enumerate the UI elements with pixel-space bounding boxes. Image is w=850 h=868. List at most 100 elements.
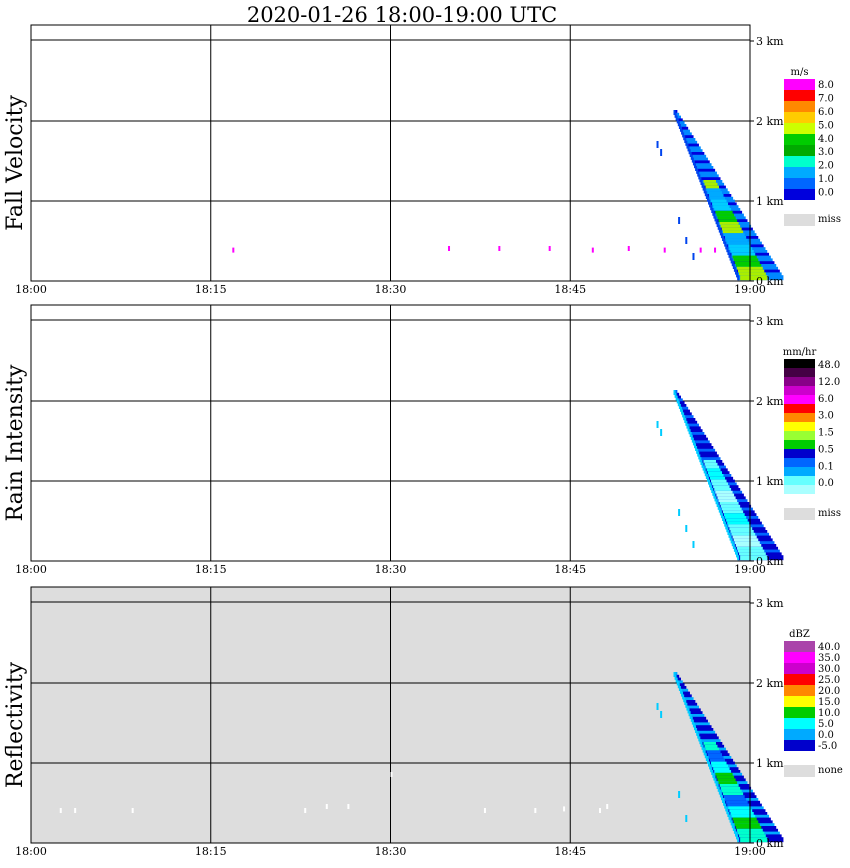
streak-cell [725, 516, 747, 521]
streak-edge [737, 837, 740, 843]
streak-cell [693, 160, 710, 166]
streak-edge [697, 171, 700, 177]
streak-cell [714, 770, 732, 775]
streak-cell [678, 401, 685, 407]
streak-edge [709, 764, 712, 770]
y-axis-title: Fall Velocity [3, 95, 28, 231]
streak-edge [711, 208, 714, 213]
x-tick-label: 18:00 [15, 845, 47, 858]
streak-edge [687, 426, 690, 432]
legend-swatch [784, 467, 815, 476]
x-tick-label: 18:45 [554, 283, 586, 296]
streak-cell [703, 180, 716, 185]
streak-edge [688, 149, 691, 155]
streak-cell [714, 488, 732, 493]
legend-label: 15.0 [818, 697, 840, 708]
echo-speck [685, 237, 688, 244]
streak-cell [730, 812, 754, 817]
streak-cell [730, 530, 754, 535]
legend-label: 0.0 [818, 478, 834, 489]
streak-cell [720, 786, 741, 792]
legend-swatch [784, 145, 815, 156]
precip-streak [673, 110, 784, 281]
streak-edge [698, 454, 701, 460]
streak-edge [699, 177, 702, 183]
streak-cell [700, 457, 721, 463]
y-tick-label: 0 km [756, 837, 784, 850]
streak-cell [728, 244, 751, 250]
y-axis-title: Reflectivity [3, 661, 28, 788]
streak-cell [731, 814, 756, 820]
panel-rain-intensity: 18:00 18:15 18:30 18:45 19:000 km 1 km 2 km 3 k… [3, 304, 841, 576]
streak-edge [693, 725, 696, 731]
streak-edge [723, 800, 726, 806]
legend-swatch [784, 112, 815, 123]
streak-cell [715, 772, 733, 778]
streak-cell [690, 714, 705, 719]
streak-cell [689, 711, 703, 717]
echo-speck [656, 703, 659, 710]
legend-swatch [784, 431, 815, 440]
x-tick-label: 18:30 [375, 845, 407, 858]
streak-cell [718, 219, 738, 225]
streak-cell [721, 227, 742, 233]
streak-edge [679, 406, 682, 412]
streak-edge [678, 686, 681, 691]
panels: 18:00 18:15 18:30 18:45 19:000 km1 km2 km3 k… [3, 24, 843, 858]
echo-speck [699, 247, 702, 253]
legend-swatch [784, 377, 815, 386]
streak-edge [733, 266, 736, 272]
streak-cell [720, 224, 741, 230]
streak-edge [711, 770, 714, 775]
streak-edge [722, 798, 725, 803]
streak-cell [699, 174, 719, 180]
streak-edge [711, 488, 714, 493]
echo-speck [714, 247, 717, 253]
echo-speck [304, 808, 307, 813]
streak-edge [736, 272, 739, 278]
legend-label: 4.0 [818, 134, 834, 145]
streak-edge [706, 196, 709, 202]
streak-cell [720, 504, 741, 510]
streak-cell [674, 110, 678, 115]
streak-edge [732, 826, 735, 831]
streak-cell [725, 798, 747, 803]
streak-edge [712, 772, 715, 778]
legend-swatch [784, 386, 815, 395]
streak-edge [714, 496, 717, 502]
y-tick-label: 3 km [756, 597, 784, 610]
legend-swatch [784, 652, 815, 663]
streak-cell [679, 404, 687, 409]
legend-label: 40.0 [818, 642, 840, 653]
streak-edge [708, 479, 711, 485]
streak-cell [676, 115, 681, 121]
legend-swatch [784, 740, 815, 751]
legend-miss-label: miss [818, 214, 841, 225]
legend-swatch [784, 79, 815, 90]
streak-edge [709, 482, 712, 488]
echo-speck [591, 247, 594, 253]
streak-edge [689, 714, 692, 719]
x-tick-label: 18:00 [15, 563, 47, 576]
legend-miss-swatch [784, 508, 815, 520]
streak-cell [688, 708, 701, 714]
streak-edge [724, 241, 727, 247]
streak-cell [709, 476, 726, 482]
streak-cell [679, 124, 687, 129]
legend-miss-label: miss [818, 508, 841, 519]
streak-edge [691, 437, 694, 443]
legend-miss-label: none [818, 765, 843, 776]
streak-edge [732, 544, 735, 549]
streak-edge [727, 530, 730, 535]
streak-edge [715, 219, 718, 225]
echo-speck [59, 808, 62, 813]
streak-cell [709, 758, 726, 764]
streak-edge [701, 462, 704, 468]
streak-cell [690, 152, 705, 157]
plot-border [30, 24, 751, 282]
y-tick-label: 1 km [756, 757, 784, 770]
x-tick-label: 19:00 [734, 563, 766, 576]
streak-edge [706, 476, 709, 482]
x-tick-label: 18:15 [195, 283, 227, 296]
